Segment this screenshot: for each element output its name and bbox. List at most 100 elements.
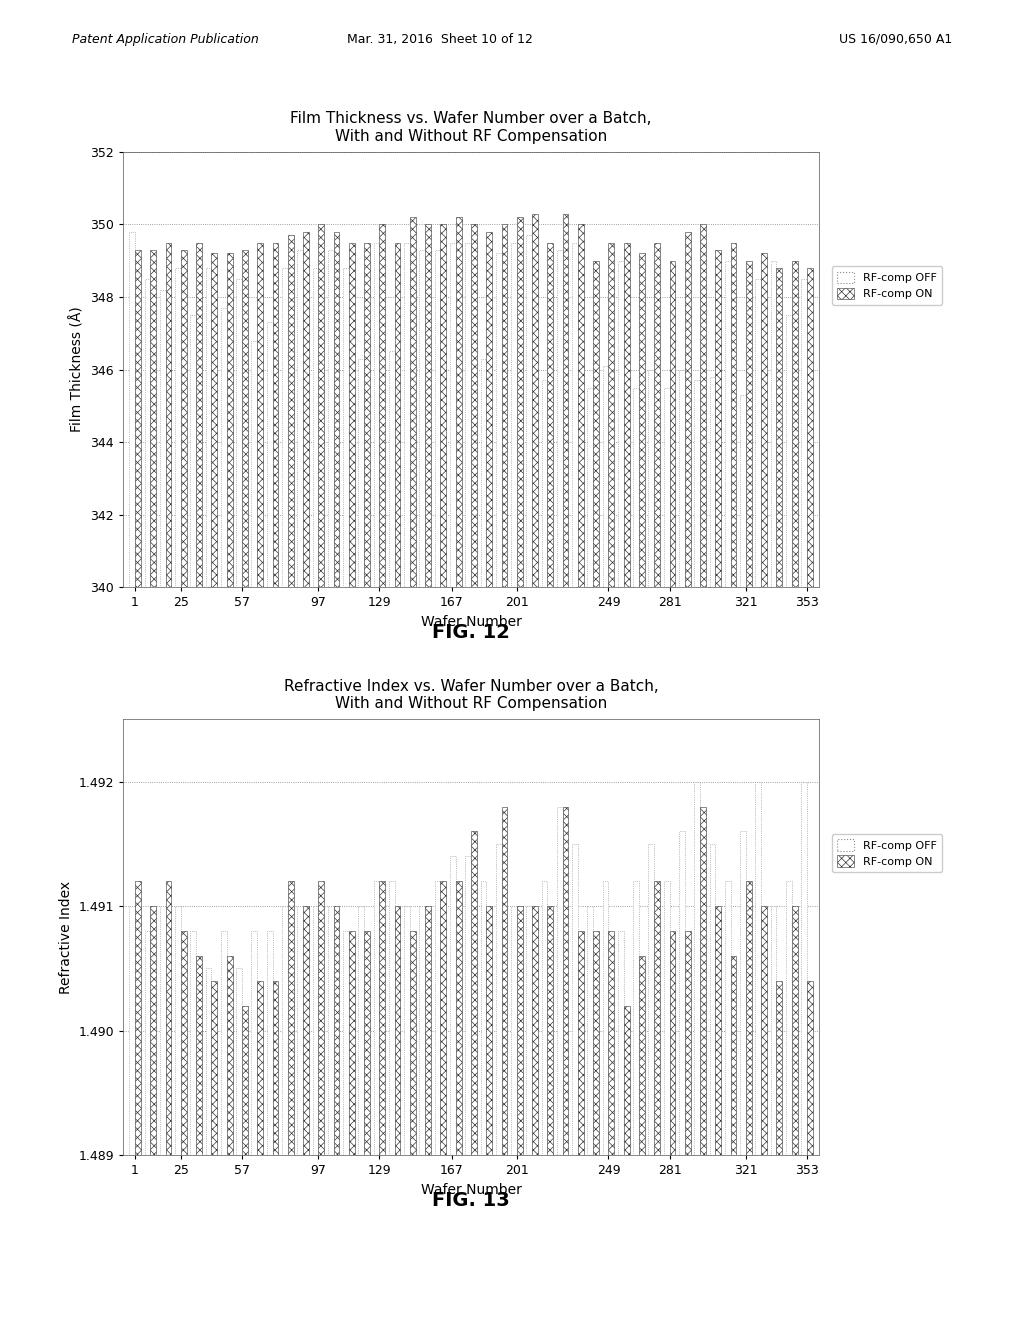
Bar [226, 956, 232, 1155]
Bar [502, 807, 507, 1155]
Bar [440, 882, 446, 1155]
Bar [144, 931, 151, 1155]
Bar [374, 243, 380, 587]
Bar [410, 931, 416, 1155]
Bar [394, 243, 400, 587]
Bar [237, 969, 242, 1155]
Bar [175, 268, 181, 587]
Bar [761, 906, 767, 1155]
Bar [562, 807, 568, 1155]
Bar [710, 843, 716, 1155]
Bar [343, 268, 349, 587]
Bar [694, 781, 700, 1155]
Bar [801, 781, 807, 1155]
Bar [425, 906, 431, 1155]
Bar [318, 882, 325, 1155]
Bar [175, 906, 181, 1155]
Bar [266, 322, 272, 587]
Bar [380, 224, 385, 587]
Bar [465, 857, 471, 1155]
Bar [496, 253, 502, 587]
Bar [288, 235, 294, 587]
Bar [679, 370, 685, 587]
Bar [450, 857, 456, 1155]
Bar [211, 981, 217, 1155]
Bar [486, 906, 493, 1155]
Bar [679, 832, 685, 1155]
Bar [440, 224, 446, 587]
Bar [144, 279, 151, 587]
Bar [394, 906, 400, 1155]
Bar [807, 981, 813, 1155]
Bar [303, 906, 309, 1155]
Bar [456, 882, 462, 1155]
Bar [190, 315, 197, 587]
Bar [670, 931, 676, 1155]
Bar [648, 370, 654, 587]
Bar [242, 249, 248, 587]
Bar [312, 906, 318, 1155]
Bar [700, 224, 706, 587]
Bar [389, 882, 394, 1155]
Bar [129, 232, 135, 587]
Bar [318, 224, 325, 587]
Bar [578, 224, 584, 587]
Bar [135, 249, 141, 587]
Bar [257, 243, 263, 587]
Bar [745, 261, 752, 587]
Bar [654, 243, 660, 587]
Text: US 16/090,650 A1: US 16/090,650 A1 [839, 33, 952, 46]
Bar [151, 906, 157, 1155]
Bar [526, 906, 532, 1155]
Bar [328, 249, 334, 587]
Bar [771, 906, 776, 1155]
Bar [639, 253, 645, 587]
Bar [548, 906, 553, 1155]
Bar [578, 931, 584, 1155]
Bar [731, 243, 736, 587]
Bar [486, 232, 493, 587]
Bar [242, 1006, 248, 1155]
Bar [190, 931, 197, 1155]
Bar [771, 261, 776, 587]
Bar [135, 882, 141, 1155]
Text: Patent Application Publication: Patent Application Publication [72, 33, 258, 46]
Bar [745, 882, 752, 1155]
Bar [206, 268, 211, 587]
Bar [557, 249, 562, 587]
Bar [685, 232, 690, 587]
Bar [785, 315, 792, 587]
Bar [257, 981, 263, 1155]
Bar [511, 243, 517, 587]
Bar [572, 243, 578, 587]
Bar [700, 807, 706, 1155]
Bar [740, 832, 745, 1155]
Text: FIG. 12: FIG. 12 [432, 623, 510, 642]
Bar [358, 906, 365, 1155]
Bar [716, 249, 721, 587]
Bar [670, 261, 676, 587]
Bar [282, 268, 288, 587]
Bar [725, 882, 731, 1155]
Bar [725, 261, 731, 587]
Bar [776, 268, 782, 587]
Bar [761, 253, 767, 587]
Bar [716, 906, 721, 1155]
Bar [603, 366, 608, 587]
Bar [664, 882, 670, 1155]
Bar [166, 243, 171, 587]
Bar [365, 931, 370, 1155]
Bar [374, 882, 380, 1155]
Bar [272, 243, 279, 587]
Bar [792, 906, 798, 1155]
Bar [389, 351, 394, 587]
Bar [221, 308, 226, 587]
Bar [129, 906, 135, 1155]
Bar [343, 931, 349, 1155]
Bar [731, 956, 736, 1155]
Bar [151, 249, 157, 587]
Bar [435, 882, 440, 1155]
Bar [349, 931, 354, 1155]
Bar [756, 279, 761, 587]
Bar [710, 378, 716, 587]
